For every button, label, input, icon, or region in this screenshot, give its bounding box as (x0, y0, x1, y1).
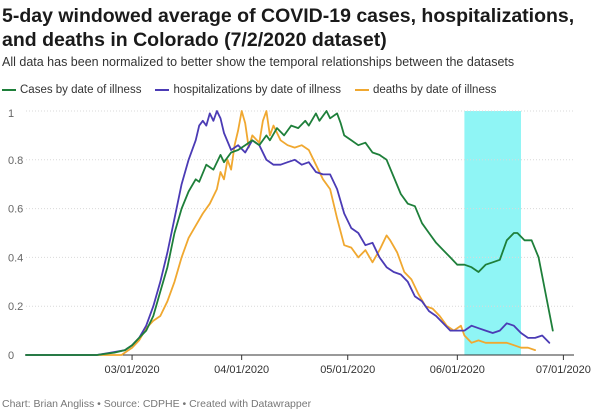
legend-item-deaths: deaths by date of illness (354, 84, 497, 96)
legend-item-hospitalizations: hospitalizations by date of illness (155, 84, 341, 96)
line-chart: 0 0.2 0.4 0.6 0.8 1 03/01/2020 04/01/2020 05/01/… (8, 108, 591, 376)
highlight-band (464, 111, 521, 355)
legend-item-cases: Cases by date of illness (2, 84, 141, 96)
y-tick-label: 0.2 (8, 301, 23, 313)
series-line-cases (25, 110, 554, 356)
x-tick-label: 03/01/2020 (105, 364, 160, 376)
legend-label-hospitalizations: hospitalizations by date of illness (173, 84, 341, 96)
chart-legend: Cases by date of illness hospitalization… (2, 82, 510, 98)
y-tick-label: 0.8 (8, 155, 23, 167)
chart-title: 5-day windowed average of COVID-19 cases… (2, 5, 575, 51)
x-tick-label: 06/01/2020 (430, 364, 485, 376)
y-tick-label: 0.6 (8, 204, 23, 216)
y-tick-label: 0.4 (8, 252, 23, 264)
x-tick-label: 05/01/2020 (320, 364, 375, 376)
y-tick-label: 1 (8, 108, 14, 120)
legend-swatch-cases (2, 89, 16, 91)
legend-swatch-hospitalizations (155, 89, 170, 91)
chart-footer: Chart: Brian Angliss • Source: CDPHE • C… (2, 398, 312, 410)
legend-label-deaths: deaths by date of illness (372, 84, 497, 96)
legend-swatch-deaths (354, 89, 369, 91)
series-line-hospitalizations (25, 110, 551, 356)
y-tick-label: 0 (8, 350, 14, 362)
series-line-deaths (25, 110, 536, 356)
legend-label-cases: Cases by date of illness (20, 84, 142, 96)
x-tick-label: 04/01/2020 (214, 364, 269, 376)
chart-subtitle: All data has been normalized to better s… (2, 55, 515, 69)
x-tick-label: 07/01/2020 (536, 364, 591, 376)
